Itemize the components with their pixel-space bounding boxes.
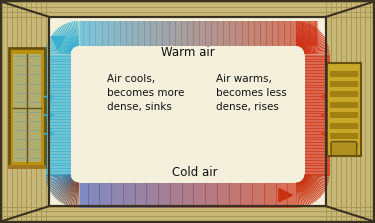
Bar: [330, 133, 358, 139]
Bar: [330, 102, 358, 108]
FancyBboxPatch shape: [331, 142, 357, 156]
Text: Air warms,
becomes less
dense, rises: Air warms, becomes less dense, rises: [216, 74, 286, 112]
Text: Warm air: Warm air: [160, 45, 214, 58]
Bar: [330, 112, 358, 118]
Bar: [13, 54, 41, 162]
Bar: [327, 63, 361, 156]
Text: Cold air: Cold air: [172, 166, 218, 179]
Bar: [330, 143, 358, 149]
Bar: [330, 71, 358, 76]
Bar: [9, 48, 45, 167]
Bar: [49, 17, 326, 206]
Text: Air cools,
becomes more
dense, sinks: Air cools, becomes more dense, sinks: [107, 74, 184, 112]
Bar: [330, 91, 358, 97]
Bar: [49, 17, 326, 206]
Bar: [330, 123, 358, 129]
Bar: [330, 81, 358, 87]
Bar: [8, 165, 46, 169]
